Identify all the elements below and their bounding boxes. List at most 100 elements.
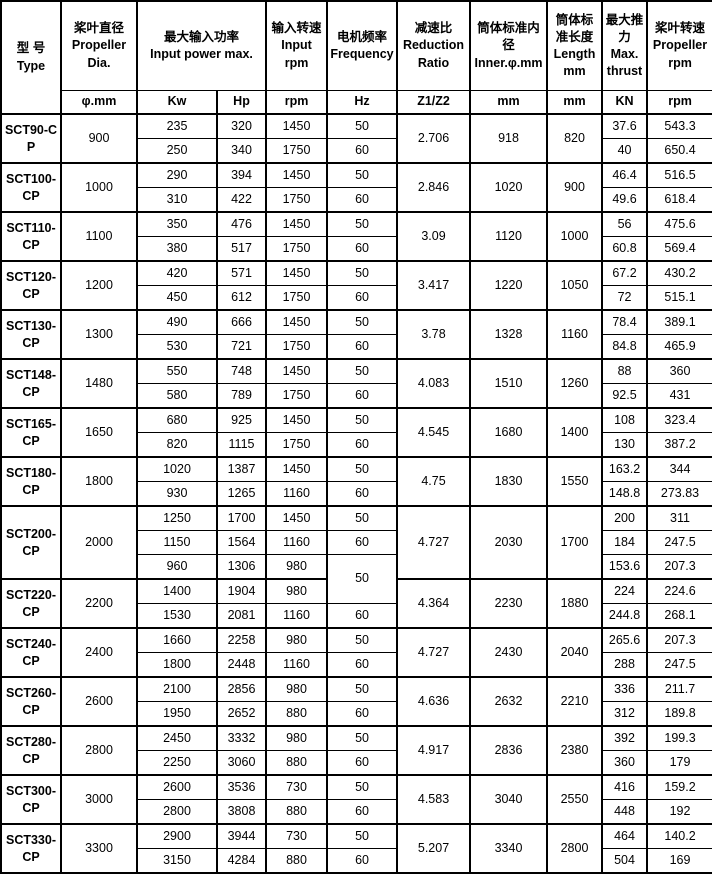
max-thrust-cell: 148.8 (601, 481, 649, 507)
propeller-rpm-cell: 311 (646, 505, 712, 531)
model-cell: SCT120-CP (0, 260, 62, 311)
hp-cell: 3060 (215, 750, 268, 776)
input-rpm-cell: 1160 (265, 481, 329, 507)
model-cell: SCT330-CP (0, 823, 62, 874)
hp-cell: 2081 (215, 603, 268, 629)
kw-cell: 350 (136, 211, 218, 237)
inner-dia-cell: 1680 (469, 407, 549, 458)
hz-cell: 60 (326, 750, 399, 776)
propeller-dia-cell: 2000 (60, 505, 138, 580)
table-row: SCT180-CP 1800 1020 1387 1450 50 4.75 1830 1550 1… (0, 456, 712, 507)
hz-cell: 50 (326, 774, 399, 800)
hp-cell: 2258 (215, 627, 268, 653)
max-thrust-cell: 49.6 (601, 187, 649, 213)
kw-cell: 450 (136, 285, 218, 311)
input-rpm-cell: 1750 (265, 187, 329, 213)
max-thrust-cell: 224 (601, 578, 649, 604)
inner-dia-cell: 2632 (469, 676, 549, 727)
hp-cell: 1700 (215, 505, 268, 531)
model-cell: SCT90-CP (0, 113, 62, 164)
hp-cell: 3944 (215, 823, 268, 849)
max-thrust-cell: 84.8 (601, 334, 649, 360)
unit-propeller-rpm: rpm (646, 90, 712, 115)
hz-cell: 50 (326, 260, 399, 286)
propeller-rpm-cell: 431 (646, 383, 712, 409)
length-cell: 820 (546, 113, 604, 164)
inner-dia-cell: 1830 (469, 456, 549, 507)
propeller-rpm-cell: 247.5 (646, 652, 712, 678)
hp-cell: 666 (215, 309, 268, 335)
kw-cell: 310 (136, 187, 218, 213)
kw-cell: 820 (136, 432, 218, 458)
input-rpm-cell: 1750 (265, 236, 329, 262)
inner-dia-cell: 2836 (469, 725, 549, 776)
kw-cell: 1400 (136, 578, 218, 604)
table-row: SCT260-CP 2600 2100 2856 980 50 4.636 2632 2210 3… (0, 676, 712, 727)
hz-cell: 50 (326, 113, 399, 139)
propeller-dia-cell: 1100 (60, 211, 138, 262)
propeller-rpm-cell: 387.2 (646, 432, 712, 458)
propeller-rpm-cell: 389.1 (646, 309, 712, 335)
kw-cell: 290 (136, 162, 218, 188)
input-rpm-cell: 1450 (265, 211, 329, 237)
hp-cell: 3808 (215, 799, 268, 825)
table-row: SCT148-CP 1480 550 748 1450 50 4.083 1510 1260 88… (0, 358, 712, 409)
col-header-type: 型 号 Type (0, 0, 62, 115)
table-row: 2250 3060 880 60 360 179 (1, 750, 712, 776)
col-header-input-power-en: Input power max. (150, 47, 253, 61)
propeller-rpm-cell: 360 (646, 358, 712, 384)
kw-cell: 2800 (136, 799, 218, 825)
col-header-propeller-rpm: 桨叶转速 Propeller rpm (646, 0, 712, 91)
input-rpm-cell: 1750 (265, 383, 329, 409)
col-header-inner-dia-en: Inner.φ.mm (474, 55, 543, 70)
table-row: SCT300-CP 3000 2600 3536 730 50 4.583 3040 2550 4… (0, 774, 712, 825)
length-cell: 1880 (546, 578, 604, 629)
reduction-ratio-cell: 4.727 (396, 627, 472, 678)
max-thrust-cell: 244.8 (601, 603, 649, 629)
propeller-dia-cell: 900 (60, 113, 138, 164)
model-cell: SCT300-CP (0, 774, 62, 825)
propeller-dia-cell: 3000 (60, 774, 138, 825)
hz-cell: 60 (326, 334, 399, 360)
length-cell: 2550 (546, 774, 604, 825)
table-row: 450 612 1750 60 72 515.1 (1, 285, 712, 311)
table-row: 250 340 1750 60 40 650.4 (1, 138, 712, 164)
inner-dia-cell: 918 (469, 113, 549, 164)
propeller-rpm-cell: 515.1 (646, 285, 712, 311)
kw-cell: 1530 (136, 603, 218, 629)
hp-cell: 612 (215, 285, 268, 311)
hp-cell: 476 (215, 211, 268, 237)
table-row: 1150 1564 1160 60 184 247.5 (1, 530, 712, 555)
unit-input-rpm: rpm (265, 90, 329, 115)
col-header-reduction-ratio-en: Reduction Ratio (402, 38, 465, 70)
length-cell: 1550 (546, 456, 604, 507)
spec-table-body: SCT90-CP 900 235 320 1450 50 2.706 918 820 37.6 54… (0, 113, 712, 874)
hp-cell: 2652 (215, 701, 268, 727)
propeller-dia-cell: 2400 (60, 627, 138, 678)
hp-cell: 4284 (215, 848, 268, 874)
kw-cell: 2600 (136, 774, 218, 800)
inner-dia-cell: 2030 (469, 505, 549, 580)
reduction-ratio-cell: 2.846 (396, 162, 472, 213)
col-header-type-zh: 型 号 (16, 41, 46, 56)
reduction-ratio-cell: 4.727 (396, 505, 472, 580)
reduction-ratio-cell: 4.545 (396, 407, 472, 458)
reduction-ratio-cell: 4.364 (396, 578, 472, 629)
col-header-input-power-zh: 最大输入功率 (164, 29, 240, 44)
table-row: SCT220-CP 2200 1400 1904 980 4.364 2230 1880 224… (0, 578, 712, 629)
hp-cell: 340 (215, 138, 268, 164)
propeller-dia-cell: 1800 (60, 456, 138, 507)
hp-cell: 1564 (215, 530, 268, 555)
length-cell: 1050 (546, 260, 604, 311)
hp-cell: 422 (215, 187, 268, 213)
table-row: 380 517 1750 60 60.8 569.4 (1, 236, 712, 262)
kw-cell: 2250 (136, 750, 218, 776)
propeller-rpm-cell: 207.3 (646, 554, 712, 580)
input-rpm-cell: 1750 (265, 334, 329, 360)
unit-hp: Hp (215, 90, 268, 115)
hp-cell: 320 (215, 113, 268, 139)
hz-cell: 50 (326, 676, 399, 702)
col-header-input-power: 最大输入功率 Input power max. (135, 0, 268, 91)
max-thrust-cell: 92.5 (601, 383, 649, 409)
